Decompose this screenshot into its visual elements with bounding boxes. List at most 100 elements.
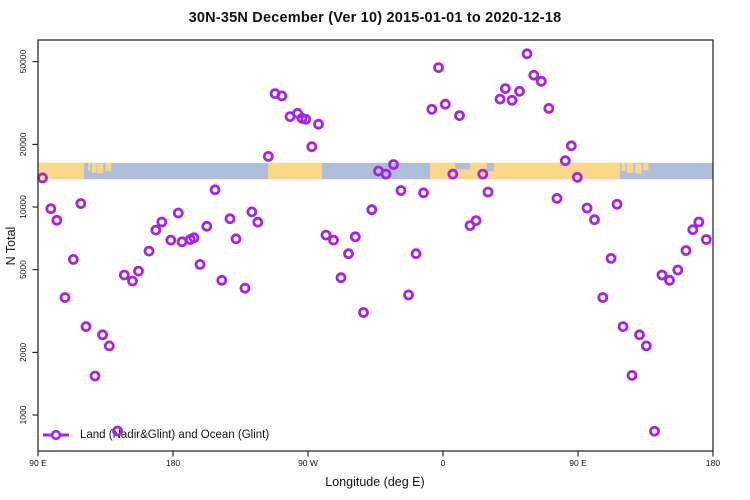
- data-point: [209, 184, 221, 196]
- data-point: [559, 155, 571, 167]
- data-point: [617, 321, 629, 333]
- data-point: [97, 329, 108, 341]
- data-point: [447, 168, 459, 180]
- data-point: [543, 103, 555, 114]
- data-point: [611, 198, 623, 210]
- y-tick-label: 5000: [18, 260, 28, 279]
- data-point: [565, 140, 577, 152]
- data-point: [51, 214, 63, 226]
- map-strip-land-segment: [455, 169, 470, 180]
- map-strip-land-segment: [267, 162, 322, 180]
- data-point: [506, 94, 518, 106]
- data-point: [172, 207, 184, 219]
- data-point: [80, 321, 92, 333]
- data-point: [343, 248, 354, 260]
- legend-marker-icon: [43, 429, 69, 441]
- x-tick-label: 180: [166, 458, 180, 468]
- data-point: [133, 265, 144, 277]
- data-point: [239, 282, 251, 294]
- map-strip-land-segment: [621, 162, 626, 172]
- data-point: [45, 203, 57, 215]
- data-point: [313, 118, 324, 130]
- data-point: [194, 258, 206, 270]
- x-tick-label: 90 E: [29, 458, 47, 468]
- data-point: [597, 292, 609, 303]
- x-tick-label: 180: [706, 458, 720, 468]
- data-point: [687, 224, 699, 236]
- data-point: [118, 269, 130, 281]
- data-point: [700, 234, 712, 245]
- data-point: [201, 220, 213, 232]
- data-point: [335, 272, 347, 284]
- data-point: [521, 48, 533, 60]
- map-strip-land-segment: [626, 162, 634, 173]
- legend: Land (Nadir&Glint) and Ocean (Glint): [42, 428, 269, 442]
- data-point: [499, 83, 511, 94]
- x-tick-label: 90 E: [569, 458, 587, 468]
- data-point: [605, 252, 617, 264]
- data-point: [649, 425, 660, 437]
- data-point: [216, 274, 228, 286]
- x-tick-label: 0: [441, 458, 446, 468]
- map-strip-land-segment: [643, 162, 649, 171]
- y-tick-label: 10000: [18, 195, 28, 219]
- data-point: [224, 213, 236, 225]
- data-point: [380, 168, 392, 180]
- data-point: [262, 150, 274, 162]
- data-point: [388, 159, 399, 170]
- data-point: [67, 253, 79, 265]
- data-point: [454, 110, 465, 121]
- data-point: [535, 75, 547, 87]
- data-point: [156, 216, 168, 228]
- data-point: [395, 185, 407, 196]
- data-point: [482, 186, 494, 198]
- data-point: [433, 62, 444, 73]
- data-point: [528, 69, 540, 81]
- data-point: [252, 216, 264, 228]
- data-point: [276, 90, 288, 102]
- map-strip-land-segment: [92, 162, 97, 173]
- y-tick-label: 20000: [18, 132, 28, 156]
- map-strip-land-segment: [38, 162, 85, 180]
- map-strip-land-segment: [486, 171, 494, 180]
- data-point: [349, 231, 361, 243]
- plot-box: [37, 39, 714, 452]
- data-point: [514, 85, 525, 97]
- data-point: [640, 340, 652, 352]
- y-tick-label: 2000: [18, 343, 28, 362]
- legend-label: Land (Nadir&Glint) and Ocean (Glint): [80, 429, 270, 441]
- data-point: [403, 289, 414, 301]
- data-point: [300, 113, 312, 125]
- map-strip-land-segment: [635, 163, 642, 174]
- data-point: [176, 236, 188, 248]
- data-point: [551, 192, 563, 204]
- data-point: [127, 275, 138, 287]
- data-point: [589, 214, 600, 226]
- data-point: [306, 141, 318, 153]
- chart-title: 30N-35N December (Ver 10) 2015-01-01 to …: [188, 10, 562, 26]
- data-point: [426, 103, 438, 115]
- data-point: [59, 292, 71, 303]
- data-point: [89, 370, 101, 382]
- data-point: [358, 307, 369, 318]
- data-point: [656, 269, 668, 281]
- x-axis-label: Longitude (deg E): [325, 475, 425, 489]
- data-point: [410, 248, 422, 260]
- data-point: [165, 234, 177, 246]
- data-point: [103, 340, 115, 352]
- y-tick-label: 50000: [18, 50, 28, 74]
- data-point: [634, 329, 645, 341]
- data-point: [494, 93, 506, 105]
- data-point: [143, 245, 155, 257]
- data-point: [626, 369, 638, 381]
- data-point: [112, 425, 123, 437]
- map-strip-land-segment: [105, 162, 112, 172]
- data-point: [439, 98, 451, 110]
- y-tick-label: 1000: [18, 405, 28, 424]
- data-point: [693, 216, 705, 228]
- data-point: [246, 206, 258, 218]
- data-point: [470, 215, 482, 227]
- data-point: [75, 198, 87, 209]
